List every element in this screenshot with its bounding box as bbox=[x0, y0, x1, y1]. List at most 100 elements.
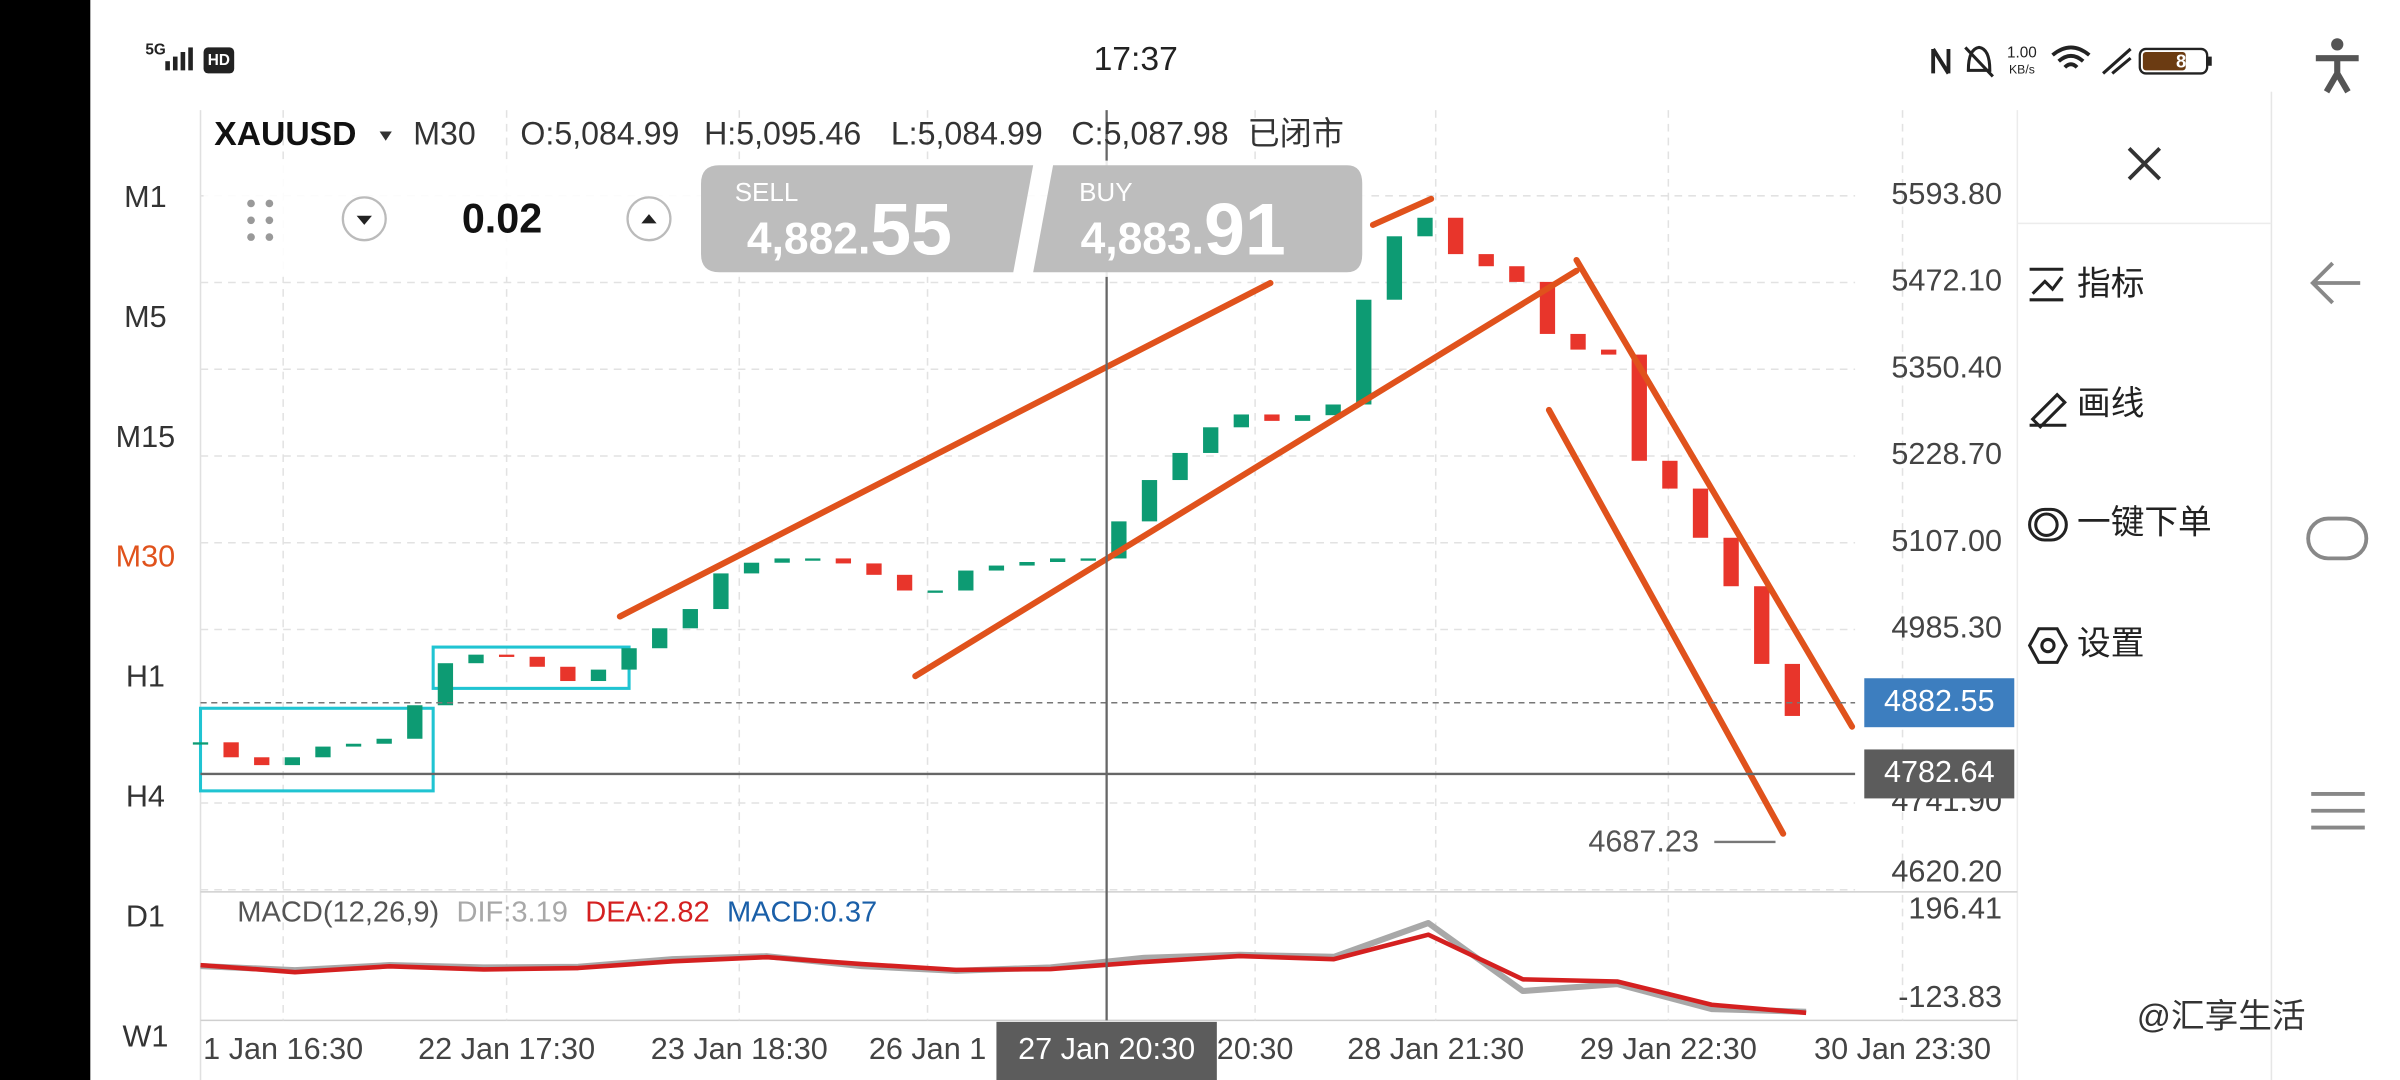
signal-bar bbox=[180, 52, 186, 71]
hd-badge bbox=[203, 47, 235, 74]
candle bbox=[315, 746, 331, 758]
x-tick-label: 1 Jan 16:30 bbox=[203, 1032, 363, 1066]
grid bbox=[200, 110, 1904, 1021]
close-button[interactable] bbox=[2127, 147, 2162, 181]
sell-price: 4,882.55 bbox=[747, 189, 952, 271]
dot bbox=[247, 199, 255, 208]
range-box bbox=[198, 706, 435, 793]
accessibility-button[interactable] bbox=[2315, 38, 2359, 94]
x-tick-label: 29 Jan 22:30 bbox=[1580, 1032, 1757, 1066]
candle bbox=[1723, 537, 1739, 587]
candle bbox=[1294, 415, 1311, 421]
sell-label: SELL bbox=[735, 177, 799, 207]
home-button[interactable] bbox=[2306, 516, 2369, 561]
timeframe-option[interactable]: H4 bbox=[126, 780, 165, 814]
settings-icon bbox=[2040, 637, 2056, 654]
candle bbox=[1784, 663, 1800, 716]
crosshair-x-label: 27 Jan 20:30 bbox=[1018, 1032, 1195, 1066]
candle bbox=[896, 574, 913, 591]
status-bar: 5G HD 17:37 1.00 KB/s 8 bbox=[145, 41, 2212, 78]
timeframe: M30 bbox=[413, 116, 476, 152]
trend-line bbox=[616, 279, 1274, 620]
market-status: 已闭市 bbox=[1247, 116, 1343, 152]
dot bbox=[247, 233, 255, 241]
candle bbox=[376, 738, 392, 744]
y-tick-label: 5472.10 bbox=[1891, 264, 2002, 298]
ohlc-low: L:5,084.99 bbox=[891, 116, 1043, 152]
hd-label: HD bbox=[208, 52, 230, 69]
menu-indicators[interactable]: 指标 bbox=[2029, 265, 2145, 303]
timeframe-option[interactable]: M5 bbox=[124, 300, 167, 334]
dea-label: DEA:2.82 bbox=[585, 896, 709, 928]
accessibility-icon bbox=[2315, 55, 2359, 94]
price-marks bbox=[192, 217, 1807, 1016]
crosshair-x-tag bbox=[996, 1021, 1217, 1080]
candle bbox=[1539, 281, 1556, 334]
buy-price-pips: 91 bbox=[1204, 189, 1286, 271]
candle bbox=[1417, 217, 1433, 237]
buy-bg bbox=[1033, 165, 1363, 273]
candle bbox=[1386, 236, 1403, 300]
recents-button[interactable] bbox=[2311, 792, 2365, 830]
settings-icon bbox=[2027, 627, 2069, 664]
y-tick-label: 5228.70 bbox=[1891, 437, 2002, 471]
candle bbox=[1141, 480, 1158, 522]
speed: 1.00 bbox=[2007, 45, 2037, 62]
candle bbox=[988, 565, 1005, 571]
candle bbox=[407, 705, 423, 739]
sell-bg bbox=[701, 165, 1034, 273]
candle bbox=[1601, 349, 1617, 355]
mute-icon bbox=[1964, 45, 1994, 78]
macd-y-tick-label: 196.41 bbox=[1908, 891, 2002, 925]
candle bbox=[805, 558, 821, 561]
candle bbox=[254, 757, 270, 766]
candle bbox=[1356, 299, 1372, 405]
candle bbox=[1447, 217, 1464, 255]
menu-one-click[interactable]: 一键下单 bbox=[2028, 504, 2212, 542]
symbol-dropdown[interactable] bbox=[379, 131, 392, 141]
timeframe-option[interactable]: M30 bbox=[116, 540, 176, 574]
left-edge bbox=[0, 0, 91, 1080]
candle bbox=[652, 628, 668, 649]
candle bbox=[1509, 266, 1525, 282]
candle bbox=[866, 563, 882, 575]
timeframe-option[interactable]: H1 bbox=[126, 660, 165, 694]
candle bbox=[621, 648, 637, 670]
drag-handle[interactable] bbox=[247, 199, 274, 241]
dot bbox=[247, 216, 255, 225]
candle bbox=[682, 609, 698, 629]
trade-panel: 0.02 SELL 4,882.55 BUY 4,883.91 bbox=[203, 160, 1370, 277]
dot bbox=[265, 233, 274, 241]
candle bbox=[713, 573, 729, 610]
timeframe-option[interactable]: M15 bbox=[116, 420, 176, 454]
menu-label: 一键下单 bbox=[2077, 504, 2212, 542]
timeframe-option[interactable]: M1 bbox=[124, 180, 167, 214]
menu-label: 指标 bbox=[2077, 265, 2144, 303]
candle bbox=[1692, 488, 1709, 538]
symbol[interactable]: XAUUSD bbox=[214, 116, 356, 153]
candle bbox=[1478, 254, 1494, 267]
low-marker-label: 4687.23 bbox=[1588, 825, 1699, 859]
timeframe-option[interactable]: D1 bbox=[126, 900, 165, 934]
back-button[interactable] bbox=[2310, 261, 2361, 305]
signal-bar bbox=[172, 56, 178, 71]
lot-increase-icon bbox=[641, 214, 657, 224]
lot-size[interactable]: 0.02 bbox=[462, 196, 542, 242]
y-tick-label: 4620.20 bbox=[1891, 855, 2002, 889]
watermark: @汇享生活 bbox=[2137, 998, 2306, 1036]
y-tick-label: 4985.30 bbox=[1891, 611, 2002, 645]
timeframe-option[interactable]: W1 bbox=[122, 1019, 168, 1053]
buy-button[interactable]: BUY 4,883.91 bbox=[1033, 165, 1363, 273]
candle bbox=[835, 558, 852, 564]
wifi-icon bbox=[2051, 45, 2091, 69]
x-tick-label: 28 Jan 21:30 bbox=[1347, 1032, 1524, 1066]
candle bbox=[345, 743, 362, 747]
clock: 17:37 bbox=[1094, 41, 1178, 78]
dot bbox=[265, 199, 274, 208]
menu-draw[interactable]: 画线 bbox=[2029, 384, 2145, 429]
sell-button[interactable]: SELL 4,882.55 bbox=[701, 165, 1034, 273]
candle bbox=[498, 654, 515, 657]
menu-settings[interactable]: 设置 bbox=[2027, 625, 2145, 664]
candle bbox=[1019, 561, 1035, 566]
